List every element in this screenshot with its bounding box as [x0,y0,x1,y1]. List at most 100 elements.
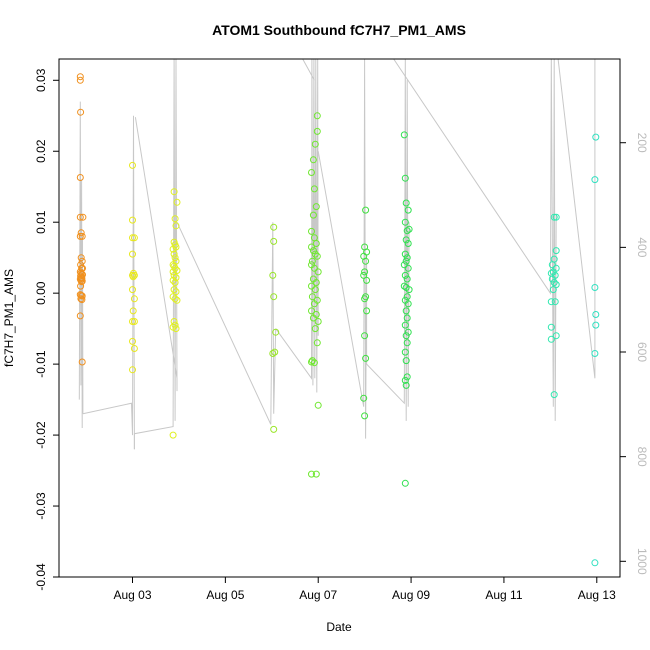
data-point [78,257,86,265]
data-point [171,295,179,303]
data-point [78,358,86,366]
data-point [550,213,558,221]
x-tick-label: Aug 13 [578,588,616,602]
data-point [170,250,178,258]
data-point [312,203,320,211]
y-tick-label: 0.00 [34,281,48,305]
data-point [547,323,555,331]
data-point [77,274,85,282]
data-point [130,234,138,242]
data-point [403,227,411,235]
data-point [129,286,136,294]
data-point [591,284,599,291]
data-point [361,268,369,276]
data-point [169,293,177,301]
data-point [402,332,410,340]
x-tick-label: Aug 07 [299,588,337,602]
data-point [313,339,321,347]
data-point [361,332,369,340]
data-point [171,321,179,329]
y-tick-label: -0.04 [34,563,48,591]
data-point [129,307,137,315]
data-point [310,300,318,308]
data-point [308,470,315,478]
data-point [314,318,322,325]
trace-aug08-09 [366,58,410,421]
data-point [312,279,320,286]
data-point [76,232,84,240]
data-point [310,264,318,272]
line-layer [78,58,596,450]
y-tick-label: 0.01 [34,210,48,234]
data-point [400,282,408,290]
trace-aug09-12 [392,58,557,421]
data-point [401,348,409,356]
data-point [78,278,86,286]
x-tick-label: Aug 11 [485,588,522,602]
x-tick-label: Aug 05 [206,588,244,602]
data-point [401,321,409,329]
data-point [405,225,413,233]
y2-tick-label: 1000 [635,548,649,575]
data-point [308,282,315,290]
data-point [270,237,278,245]
data-point [405,286,413,294]
data-point [78,232,86,240]
data-point [129,161,136,169]
data-point [129,216,136,224]
data-point [129,234,136,242]
data-point [550,279,558,286]
data-point [313,252,321,260]
data-point [77,295,85,303]
data-point [130,345,138,352]
data-point [269,271,277,279]
data-point [402,257,410,265]
data-point [402,199,410,207]
data-point [270,425,278,433]
data-point [270,293,278,301]
data-point [130,295,138,303]
y2-tick-label: 800 [635,447,649,467]
data-point [76,174,84,181]
data-point [76,73,84,81]
y2-tick-label: 400 [635,237,649,257]
data-point [592,311,600,318]
chart-title: ATOM1 Southbound fC7H7_PM1_AMS [212,22,466,38]
data-point [130,318,138,325]
data-point [76,213,84,221]
data-point [76,312,84,320]
data-point [552,247,560,255]
data-point [361,295,369,303]
data-point [77,261,85,269]
data-point [548,275,556,283]
trace-aug03-04 [133,58,178,450]
data-point [311,140,319,148]
data-point [404,264,412,272]
data-point [401,479,409,487]
y-tick-label: 0.02 [34,139,48,163]
data-point [402,381,410,389]
data-point [549,268,557,276]
data-point [402,357,410,365]
data-point [314,401,322,409]
y2-tick-label: 200 [635,133,649,153]
data-point [403,254,411,262]
data-point [404,328,412,336]
data-point [361,412,369,420]
data-point [311,286,319,294]
y-tick-label: -0.03 [34,492,48,520]
data-point [547,335,555,343]
data-point [171,215,179,223]
data-point [129,250,136,258]
data-point [313,112,321,120]
data-point [269,350,277,357]
data-point [403,275,411,283]
data-point [173,198,181,206]
data-point [79,213,87,221]
data-point [403,314,411,322]
trace-aug07-08 [317,58,368,439]
data-point [170,286,178,294]
data-point [130,271,138,279]
data-point [549,286,557,294]
data-point [308,227,315,235]
